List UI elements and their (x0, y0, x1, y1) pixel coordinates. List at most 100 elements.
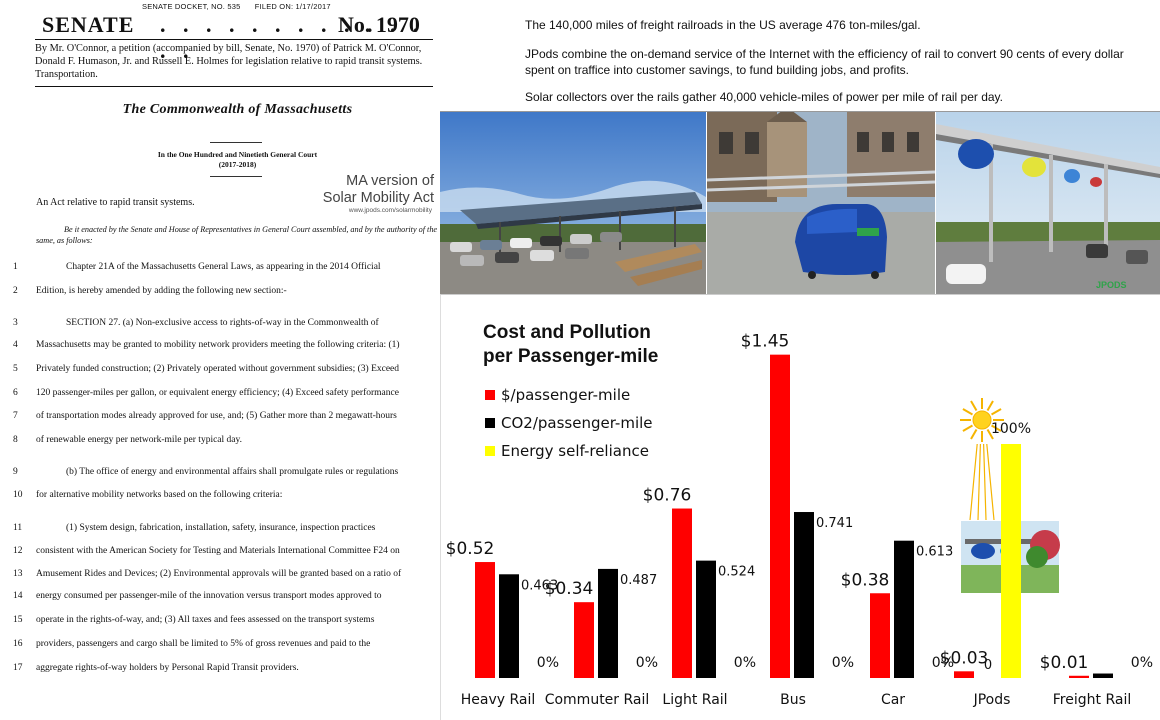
divider (35, 86, 433, 87)
line-number: 15 (13, 615, 23, 625)
sun-ray (962, 408, 973, 416)
divider (35, 39, 433, 40)
senate-heading: SENATE (42, 12, 135, 37)
bar-cost (1069, 675, 1089, 678)
line-text: consistent with the American Society for… (36, 546, 400, 556)
label-co2: 0.613 (916, 545, 953, 560)
x-tick-label: JPods (973, 692, 1011, 708)
bill-line: 3 SECTION 27. (a) Non-exclusive access to… (0, 318, 440, 332)
sun-icon (972, 410, 992, 430)
bar-co2 (1093, 673, 1113, 678)
bill-line: 2 Edition, is hereby amended by adding th… (0, 286, 440, 300)
bar-cost (870, 593, 890, 678)
jpods-description: JPods combine the on-demand service of t… (525, 47, 1124, 77)
line-number: 2 (13, 286, 18, 296)
enacting-clause: Be it enacted by the Senate and House of… (36, 225, 438, 245)
line-text: Massachusetts may be granted to mobility… (36, 340, 400, 350)
illustration-pod (971, 543, 995, 559)
label-cost: $0.76 (643, 486, 692, 506)
ma-label-line-1: MA version of (346, 173, 434, 189)
bar-cost (672, 508, 692, 678)
x-tick-label: Commuter Rail (545, 692, 650, 708)
cost-pollution-chart: Cost and Pollution per Passenger-mile $/… (440, 294, 1160, 720)
sun-ray (991, 424, 1002, 432)
line-text: of renewable energy per network-mile per… (36, 435, 243, 445)
line-number: 1 (13, 262, 18, 272)
bar-cost (954, 671, 974, 678)
line-number: 4 (13, 340, 18, 350)
line-number: 14 (13, 591, 23, 601)
line-text: (1) System design, fabrication, installa… (66, 523, 376, 533)
general-court: In the One Hundred and Ninetieth General… (0, 150, 475, 170)
ma-url: www.jpods.com/solarmobility (348, 207, 432, 214)
docket-header: SENATE DOCKET, NO. 535 FILED ON: 1/17/20… (142, 2, 343, 11)
label-co2: 0 (984, 658, 992, 673)
sun-ray (986, 400, 994, 411)
bar-co2 (696, 560, 716, 678)
bill-line: 5 Privately funded construction; (2) Priv… (0, 364, 440, 378)
label-solar: 100% (991, 421, 1031, 437)
line-number: 16 (13, 639, 23, 649)
illustration-tree (1026, 546, 1048, 568)
label-co2: 0.524 (718, 565, 755, 580)
legend-swatch (485, 390, 495, 400)
sun-beam (986, 443, 995, 521)
line-text: of transportation modes already approved… (36, 411, 397, 421)
chart-legend: $/passenger-mile CO2/passenger-mile Ener… (485, 381, 653, 465)
line-text: Amusement Rides and Devices; (2) Environ… (36, 569, 402, 579)
bar-co2 (499, 574, 519, 678)
line-number: 10 (13, 490, 23, 500)
line-text: Chapter 21A of the Massachusetts General… (66, 262, 381, 272)
bill-line: 12 consistent with the American Society f… (0, 546, 440, 560)
label-cost: $0.34 (545, 579, 594, 599)
sun-beam (983, 443, 987, 521)
divider (210, 142, 262, 143)
line-number: 9 (13, 467, 18, 477)
bar-cost (475, 562, 495, 678)
line-text: aggregate rights-of-way holders by Perso… (36, 663, 299, 673)
court-line-1: In the One Hundred and Ninetieth General… (157, 150, 318, 159)
jpod-vehicle-photo (707, 112, 935, 295)
label-cost: $0.03 (940, 648, 989, 668)
bill-line: 4 Massachusetts may be granted to mobilit… (0, 340, 440, 354)
line-number: 7 (13, 411, 18, 421)
label-cost: $0.38 (841, 570, 890, 590)
bar-solar (1001, 444, 1021, 678)
line-text: Privately funded construction; (2) Priva… (36, 364, 400, 374)
jpods-logo-text: JPODS (1096, 280, 1127, 290)
line-text: SECTION 27. (a) Non-exclusive access to … (66, 318, 379, 328)
bill-line: 16 providers, passengers and cargo shall … (0, 639, 440, 653)
line-number: 6 (13, 388, 18, 398)
commonwealth-title: The Commonwealth of Massachusetts (122, 102, 353, 117)
solar-carport-photo (440, 112, 706, 295)
bill-line: 17 aggregate rights-of-way holders by Per… (0, 663, 440, 677)
chart-title-line-1: Cost and Pollution (483, 322, 651, 343)
bill-line: 15 operate in the rights-of-way, and; (3)… (0, 615, 440, 629)
legend-swatch (485, 446, 495, 456)
act-title: An Act relative to rapid transit systems… (36, 197, 195, 208)
label-solar: 0% (734, 655, 756, 671)
photo-strip: JPODS (440, 111, 1160, 295)
label-cost: $1.45 (741, 332, 790, 352)
bar-co2 (894, 540, 914, 678)
line-text: (b) The office of energy and environment… (66, 467, 399, 477)
line-text: Edition, is hereby amended by adding the… (36, 286, 287, 296)
solar-collectors-note: Solar collectors over the rails gather 4… (525, 90, 1003, 104)
bill-line: 8 of renewable energy per network-mile pe… (0, 435, 440, 449)
label-co2: 0.463 (521, 578, 558, 593)
petition-byline: By Mr. O'Connor, a petition (accompanied… (35, 43, 423, 80)
ma-label-line-2: Solar Mobility Act (322, 190, 434, 206)
line-text: energy consumed per passenger-mile of th… (36, 591, 382, 601)
legend-item-co2: CO2/passenger-mile (485, 409, 653, 437)
line-text: providers, passengers and cargo shall be… (36, 639, 371, 649)
label-cost: $0.52 (446, 539, 495, 559)
bill-line: 9 (b) The office of energy and environmen… (0, 467, 440, 481)
sun-beam (969, 443, 978, 521)
sun-ray (970, 429, 978, 440)
line-number: 3 (13, 318, 18, 328)
line-number: 17 (13, 663, 23, 673)
x-tick-label: Freight Rail (1053, 692, 1131, 708)
line-text: operate in the rights-of-way, and; (3) A… (36, 615, 375, 625)
bill-line: 7 of transportation modes already approve… (0, 411, 440, 425)
bill-number: No. 1970 (338, 12, 420, 37)
